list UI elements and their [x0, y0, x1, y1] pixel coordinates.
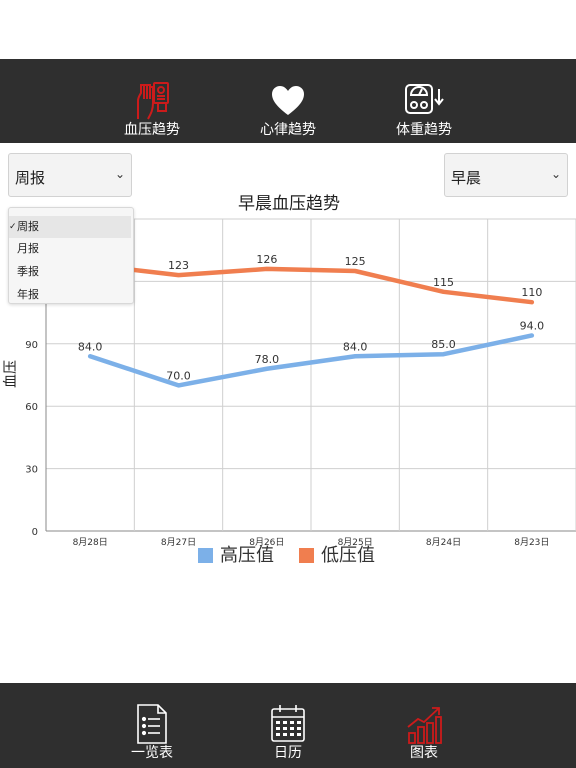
series-line-low: [87, 262, 535, 305]
time-select-value: 早晨: [451, 169, 482, 187]
chart-icon: [407, 707, 442, 744]
blood-pressure-icon: [137, 82, 169, 120]
time-select[interactable]: 早晨 ⌄: [444, 153, 568, 197]
series-line-high: [87, 333, 535, 388]
dropdown-option-yearly[interactable]: 年报: [17, 288, 39, 301]
data-label: 70.0: [166, 369, 191, 382]
tab-blood-pressure-label: 血压趋势: [124, 122, 180, 138]
chart-data-labels: 84.0 70.0 78.0 84.0 85.0 94.0 123 126 125 115 110: [78, 253, 544, 382]
checkmark-icon: ✓: [9, 222, 17, 232]
data-label: 84.0: [78, 340, 103, 353]
data-label: 115: [433, 276, 454, 289]
y-tick-label: 30: [25, 465, 38, 476]
data-label: 126: [256, 253, 277, 266]
bottom-tab-bar: 一览表 日历 图表: [0, 683, 576, 768]
tab-calendar[interactable]: 日历: [233, 683, 343, 768]
x-tick-label: 8月23日: [514, 537, 549, 548]
heart-icon: [272, 86, 304, 115]
chart-series: [87, 262, 535, 388]
tab-weight[interactable]: 体重趋势: [364, 59, 484, 143]
chart-title: 早晨血压趋势: [238, 194, 340, 214]
x-tick-label: 8月25日: [338, 537, 373, 548]
legend-swatch: [198, 548, 213, 563]
x-tick-label: 8月27日: [161, 537, 196, 548]
chevron-down-icon: ⌄: [550, 167, 561, 181]
dropdown-option-monthly[interactable]: 月报: [17, 242, 39, 255]
x-tick-label: 8月28日: [73, 537, 108, 548]
chart-y-ticks: 0 30 60 90: [25, 340, 38, 538]
tab-chart-label: 图表: [410, 745, 438, 761]
scale-icon: [405, 84, 444, 114]
tab-chart[interactable]: 图表: [369, 683, 479, 768]
data-label: 84.0: [343, 340, 368, 353]
tab-weight-label: 体重趋势: [396, 122, 452, 138]
chart-y-axis-label: 血压: [3, 360, 19, 388]
y-tick-label: 60: [25, 402, 38, 413]
tab-blood-pressure[interactable]: 血压趋势: [92, 59, 212, 143]
tab-calendar-label: 日历: [274, 745, 302, 761]
dropdown-option-quarterly[interactable]: 季报: [17, 265, 39, 278]
data-label: 125: [345, 255, 366, 268]
data-label: 94.0: [520, 319, 545, 332]
data-label: 123: [168, 259, 189, 272]
tab-heart-rate-label: 心律趋势: [260, 122, 316, 138]
data-label: 78.0: [255, 353, 280, 366]
period-select[interactable]: 周报 ⌄: [8, 153, 132, 197]
x-tick-label: 8月24日: [426, 537, 461, 548]
chart-legend: 高压值 低压值: [198, 545, 375, 566]
x-tick-label: 8月26日: [249, 537, 284, 548]
period-dropdown-list: ✓ 周报 月报 季报 年报: [8, 207, 134, 304]
dropdown-option-weekly[interactable]: ✓ 周报: [9, 216, 131, 238]
y-tick-label: 90: [25, 340, 38, 351]
period-select-value: 周报: [15, 169, 46, 187]
top-nav-bar: 血压趋势 心律趋势 体重趋势: [0, 59, 576, 143]
tab-heart-rate[interactable]: 心律趋势: [228, 59, 348, 143]
tab-overview-list[interactable]: 一览表: [97, 683, 207, 768]
legend-label: 高压值: [220, 545, 274, 566]
legend-swatch: [299, 548, 314, 563]
chart-x-ticks: 8月28日 8月27日 8月26日 8月25日 8月24日 8月23日: [73, 537, 550, 548]
y-tick-label: 0: [32, 527, 38, 538]
data-label: 85.0: [431, 338, 456, 351]
calendar-icon: [271, 705, 305, 742]
data-label: 110: [521, 286, 542, 299]
list-icon: [137, 704, 167, 744]
legend-label: 低压值: [321, 545, 375, 566]
tab-overview-label: 一览表: [131, 745, 173, 761]
chevron-down-icon: ⌄: [114, 167, 125, 181]
